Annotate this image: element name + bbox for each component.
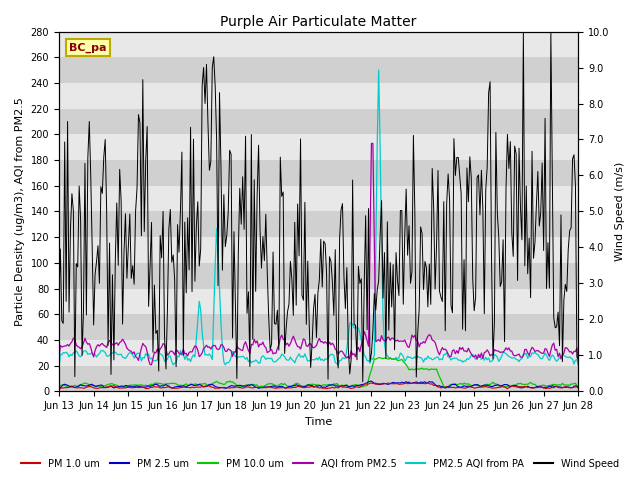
Legend: PM 1.0 um, PM 2.5 um, PM 10.0 um, AQI from PM2.5, PM2.5 AQI from PA, Wind Speed: PM 1.0 um, PM 2.5 um, PM 10.0 um, AQI fr…	[17, 455, 623, 473]
Bar	[59, 314, 579, 340]
Bar	[59, 366, 579, 391]
Bar	[59, 83, 579, 108]
Bar	[59, 340, 579, 366]
Bar	[59, 263, 579, 288]
Bar	[59, 108, 579, 134]
Bar	[59, 32, 579, 57]
Bar	[59, 237, 579, 263]
Bar	[59, 57, 579, 83]
Y-axis label: Wind Speed (m/s): Wind Speed (m/s)	[615, 162, 625, 261]
Bar	[59, 186, 579, 211]
Title: Purple Air Particulate Matter: Purple Air Particulate Matter	[220, 15, 417, 29]
X-axis label: Time: Time	[305, 417, 332, 427]
Bar	[59, 211, 579, 237]
Bar	[59, 134, 579, 160]
Text: BC_pa: BC_pa	[69, 42, 107, 53]
Bar	[59, 160, 579, 186]
Y-axis label: Particle Density (ug/m3), AQI from PM2.5: Particle Density (ug/m3), AQI from PM2.5	[15, 97, 25, 326]
Bar	[59, 288, 579, 314]
